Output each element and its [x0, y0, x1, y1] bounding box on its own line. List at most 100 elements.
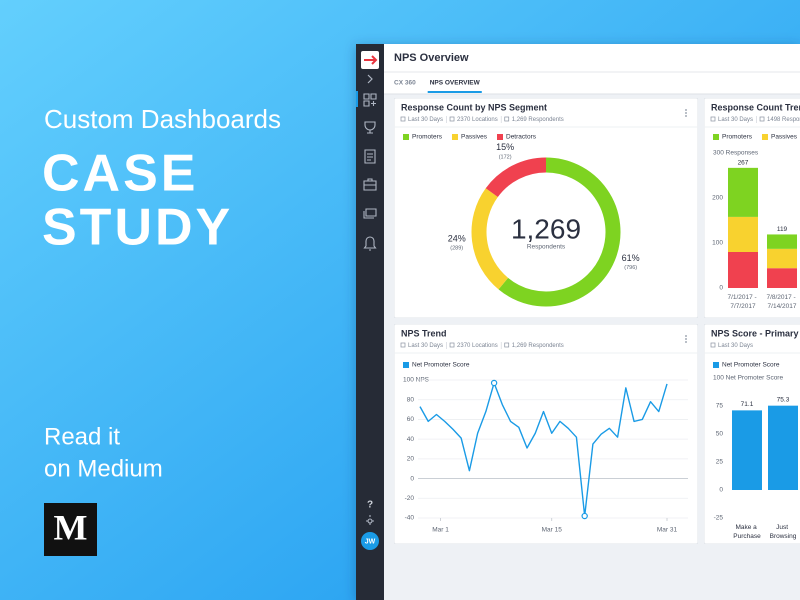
sidebar-expand[interactable]	[367, 74, 373, 84]
panel-meta: 2370 Locations	[457, 343, 498, 349]
bar-segment	[767, 268, 797, 288]
nps-line	[419, 382, 668, 517]
panel-title: Response Count Trend	[711, 102, 800, 112]
x-tick-label: Mar 1	[432, 527, 449, 534]
donut-caption: Respondents	[527, 244, 566, 251]
dashboards-icon[interactable]	[363, 93, 377, 107]
panel-menu-dot	[685, 115, 687, 117]
x-tick-label: 7/1/2017 - 7/7/2017	[727, 294, 758, 310]
y-tick-label: 60	[407, 416, 415, 423]
promo-headline: CASE	[42, 145, 198, 203]
app-header	[384, 44, 800, 94]
donut-segment	[498, 157, 621, 307]
donut-total: 1,269	[511, 213, 581, 244]
promo-headline: STUDY	[42, 199, 233, 257]
bar-value-label: 75.3	[777, 396, 790, 403]
panel-title: NPS Trend	[401, 328, 447, 338]
settings-icon[interactable]	[366, 515, 374, 525]
highlight-point	[581, 512, 588, 520]
x-tick-label: 7/8/2017 - 7/14/2017	[766, 294, 797, 310]
segment-count: (172)	[499, 154, 512, 160]
tab[interactable]: NPS OVERVIEW	[430, 80, 481, 87]
bar-total: 119	[777, 226, 788, 233]
y-tick-label: 0	[410, 475, 414, 482]
legend-swatch	[761, 134, 768, 140]
y-tick-label: 300 Responses	[713, 150, 759, 157]
medium-logo-letter: M	[54, 507, 88, 547]
segment-count: (796)	[624, 265, 637, 271]
legend-swatch	[403, 362, 409, 368]
legend-label: Passives	[461, 134, 488, 141]
panel-meta: Last 30 Days	[408, 117, 443, 123]
x-tick-label: Make a Purchase	[733, 524, 761, 540]
legend-swatch	[451, 134, 458, 140]
legend-label: Net Promoter Score	[412, 362, 470, 369]
highlight-point	[490, 379, 498, 387]
legend-swatch	[497, 134, 503, 140]
tab[interactable]: CX 360	[394, 80, 416, 87]
legend-swatch	[403, 134, 409, 140]
panel	[394, 324, 698, 544]
bar-segment	[728, 167, 758, 217]
bar	[768, 405, 798, 490]
reports-icon[interactable]	[364, 149, 376, 164]
panel-meta: Last 30 Days	[408, 343, 443, 349]
y-tick-label: 200	[712, 195, 723, 202]
app-logo-mark	[364, 55, 378, 65]
bar	[732, 410, 762, 490]
segment-percent: 24%	[448, 234, 466, 244]
y-tick-label: 25	[716, 459, 724, 466]
help-icon[interactable]: ?	[367, 500, 373, 511]
sidebar	[356, 44, 384, 600]
panel-group: Response Count by NPS Segment Last 30 Day…	[394, 98, 698, 318]
meta-icon	[449, 342, 455, 348]
promo-cta: on Medium	[44, 455, 163, 482]
panel-meta: 1,269 Respondents	[512, 117, 564, 123]
user-avatar[interactable]	[361, 532, 379, 550]
panel-meta: 1498 Responses	[767, 117, 800, 123]
donut-segment	[471, 188, 509, 290]
active-indicator	[356, 91, 358, 107]
briefcase-icon[interactable]	[363, 178, 377, 191]
bar-segment	[767, 248, 797, 269]
y-tick-label: -20	[405, 495, 415, 502]
legend-swatch	[713, 362, 719, 368]
panel-menu-dot	[685, 335, 687, 337]
panel-title: Response Count by NPS Segment	[401, 102, 547, 112]
y-tick-label: 100 NPS	[403, 377, 430, 384]
active-tab-underline	[427, 91, 482, 93]
bar-total: 267	[738, 160, 749, 167]
legend-label: Promoters	[722, 134, 753, 141]
bell-icon[interactable]	[363, 236, 377, 251]
y-tick-label: -40	[405, 515, 415, 522]
trophy-icon[interactable]	[364, 121, 376, 134]
meta-icon	[504, 116, 510, 122]
page-title: NPS Overview	[394, 52, 469, 64]
y-tick-label: 100	[712, 240, 723, 247]
x-tick-label: Just Browsing	[770, 524, 797, 540]
y-tick-label: 20	[407, 456, 415, 463]
panel-meta: 1,269 Respondents	[512, 343, 564, 349]
legend-swatch	[713, 134, 719, 140]
x-tick-label: Mar 31	[657, 527, 678, 534]
meta-icon	[710, 342, 716, 348]
medium-logo[interactable]	[44, 503, 97, 556]
panel-meta: 2370 Locations	[457, 117, 498, 123]
segment-count: (289)	[450, 246, 463, 252]
bar-segment	[728, 252, 758, 288]
legend-label: Promoters	[412, 134, 443, 141]
meta-icon	[400, 116, 406, 122]
meta-icon	[449, 116, 455, 122]
x-tick-label: Mar 15	[542, 527, 563, 534]
panel	[394, 98, 698, 318]
panel-menu-dot	[685, 341, 687, 343]
panel-menu-dot	[685, 109, 687, 111]
segment-percent: 61%	[622, 253, 640, 263]
windows-icon[interactable]	[363, 208, 377, 219]
user-initials: JW	[365, 538, 376, 545]
meta-icon	[504, 342, 510, 348]
meta-icon	[759, 116, 765, 122]
bar-segment	[767, 234, 797, 249]
